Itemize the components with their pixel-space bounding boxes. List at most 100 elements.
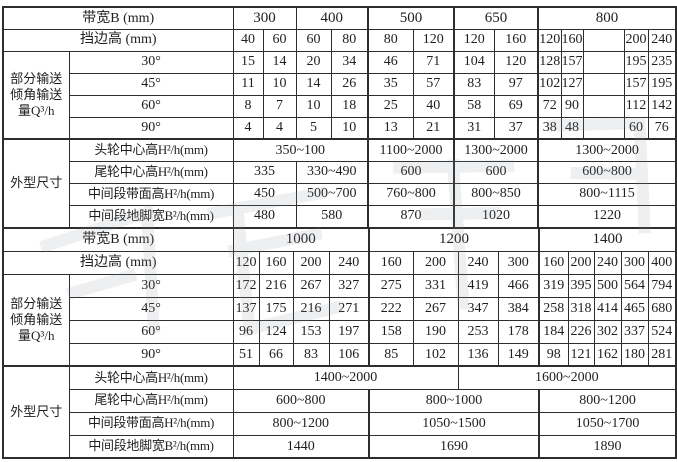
- dim-label: 尾轮中心高H²/h(mm): [68, 160, 234, 184]
- value-cell: 90: [560, 94, 584, 118]
- convey-group-line: 部分输送: [10, 70, 63, 86]
- convey-group-line: 部分输送: [10, 295, 63, 311]
- edge-height-row: 挡边高 (mm) 40 60 60 80 80 120 120 160 120 …: [2, 28, 677, 52]
- dim-row-head-wheel: 外型尺寸 头轮中心高H²/h(mm) 350~100 1100~2000 130…: [2, 138, 677, 228]
- value-cell: 318: [567, 296, 595, 321]
- value-cell: 10: [262, 72, 297, 96]
- value-cell: 57: [412, 72, 455, 96]
- value-cell: 1600~2000: [457, 365, 677, 390]
- band-header: 650: [453, 6, 539, 30]
- value-cell: 102: [537, 72, 562, 96]
- value-cell: 800~850: [453, 182, 539, 206]
- value-cell: 83: [453, 72, 495, 96]
- value-cell: 14: [295, 72, 332, 96]
- dim-row-mid-foot: 中间段地脚宽B²/h(mm) 480 580 870 1020 1220: [3, 204, 677, 228]
- value-cell: 800~1200: [538, 388, 677, 413]
- value-cell: 136: [457, 342, 499, 367]
- value-cell: 172: [232, 273, 260, 298]
- value-cell: 465: [620, 296, 649, 321]
- value-cell: 5: [295, 116, 332, 140]
- edge-height-cell: 80: [367, 28, 414, 52]
- value-cell: 1400~2000: [232, 365, 459, 390]
- edge-height-cell: 60: [295, 28, 332, 52]
- dims-group-label: 外型尺寸: [2, 365, 70, 459]
- edge-height-cell: 120: [232, 250, 260, 275]
- value-cell: 600~800: [537, 160, 677, 184]
- angle-label: 60°: [68, 319, 234, 344]
- edge-height-label: 挡边高 (mm): [2, 28, 234, 52]
- value-cell: 48: [560, 116, 584, 140]
- value-cell: 60: [623, 116, 649, 140]
- value-cell: 335: [232, 160, 297, 184]
- value-cell: 34: [330, 50, 369, 74]
- edge-height-cell: 160: [538, 250, 569, 275]
- value-cell: 197: [328, 319, 370, 344]
- convey-group-line: 倾角输送: [10, 86, 63, 102]
- value-cell: 121: [567, 342, 595, 367]
- value-cell: 600: [367, 160, 455, 184]
- dim-row-tail-wheel: 尾轮中心高H²/h(mm) 600~800 800~1000 800~1200: [3, 388, 677, 413]
- value-cell: 37: [493, 116, 539, 140]
- value-cell: 195: [623, 50, 649, 74]
- value-cell: 1050~1700: [538, 411, 677, 436]
- value-cell: 1440: [232, 434, 370, 459]
- value-cell: 1690: [368, 434, 540, 459]
- value-cell: 112: [623, 94, 649, 118]
- dims-group-label: 外型尺寸: [2, 138, 70, 228]
- spec-sheet: 带宽B (mm) 300 400 500 650 800 挡边高 (mm) 40…: [2, 6, 677, 459]
- value-cell: 216: [292, 296, 330, 321]
- value-cell: 253: [457, 319, 499, 344]
- value-cell: 38: [537, 116, 562, 140]
- edge-height-cell: 300: [620, 250, 649, 275]
- value-cell: 69: [493, 94, 539, 118]
- dim-row-mid-face: 中间段带面高H²/h(mm) 450 500~700 760~800 800~8…: [3, 182, 677, 206]
- value-cell: 157: [623, 72, 649, 96]
- edge-height-cell: 240: [328, 250, 370, 275]
- dim-label: 尾轮中心高H²/h(mm): [68, 388, 234, 413]
- value-cell: 85: [368, 342, 414, 367]
- value-cell: 800~1115: [537, 182, 677, 206]
- edge-height-cell: 120: [453, 28, 495, 52]
- value-cell: 104: [453, 50, 495, 74]
- value-cell: 350~100: [232, 138, 369, 162]
- value-cell: 10: [330, 116, 369, 140]
- value-cell: [582, 50, 625, 74]
- value-cell: 178: [497, 319, 540, 344]
- value-cell: 222: [368, 296, 414, 321]
- value-cell: 327: [328, 273, 370, 298]
- value-cell: 25: [367, 94, 414, 118]
- value-cell: 337: [620, 319, 649, 344]
- value-cell: 330~490: [295, 160, 369, 184]
- value-cell: 680: [647, 296, 677, 321]
- band-width-label: 带宽B (mm): [2, 6, 234, 30]
- convey-group-line: 量Q³/h: [18, 327, 55, 343]
- value-cell: 1220: [537, 204, 677, 228]
- value-cell: 149: [497, 342, 540, 367]
- dim-label: 中间段地脚宽B²/h(mm): [68, 204, 234, 228]
- value-cell: 76: [647, 116, 677, 140]
- value-cell: 800~1000: [368, 388, 540, 413]
- edge-height-cell: 200: [623, 28, 649, 52]
- value-cell: 26: [330, 72, 369, 96]
- edge-height-cell: 120: [412, 28, 455, 52]
- value-cell: 258: [538, 296, 569, 321]
- dim-row-head-wheel: 外型尺寸 头轮中心高H²/h(mm) 1400~2000 1600~2000: [2, 365, 677, 459]
- angle-row-30: 部分输送 倾角输送 量Q³/h 30° 15 14 20 34 46 71 10…: [2, 50, 677, 140]
- value-cell: 600: [453, 160, 539, 184]
- band-header: 300: [232, 6, 297, 30]
- value-cell: 524: [647, 319, 677, 344]
- angle-label: 60°: [68, 94, 234, 118]
- value-cell: 128: [537, 50, 562, 74]
- angle-row-45: 45° 11 10 14 26 35 57 83 97 102 127 157 …: [3, 72, 677, 96]
- value-cell: 500: [593, 273, 622, 298]
- convey-group-label: 部分输送 倾角输送 量Q³/h: [2, 50, 70, 140]
- value-cell: 83: [292, 342, 330, 367]
- value-cell: 158: [368, 319, 414, 344]
- value-cell: 40: [412, 94, 455, 118]
- value-cell: 267: [292, 273, 330, 298]
- angle-label: 90°: [68, 116, 234, 140]
- value-cell: 71: [412, 50, 455, 74]
- edge-height-row: 挡边高 (mm) 120 160 200 240 160 200 240 300…: [2, 250, 677, 275]
- dim-label: 中间段地脚宽B²/h(mm): [68, 434, 234, 459]
- edge-height-cell: 120: [537, 28, 562, 52]
